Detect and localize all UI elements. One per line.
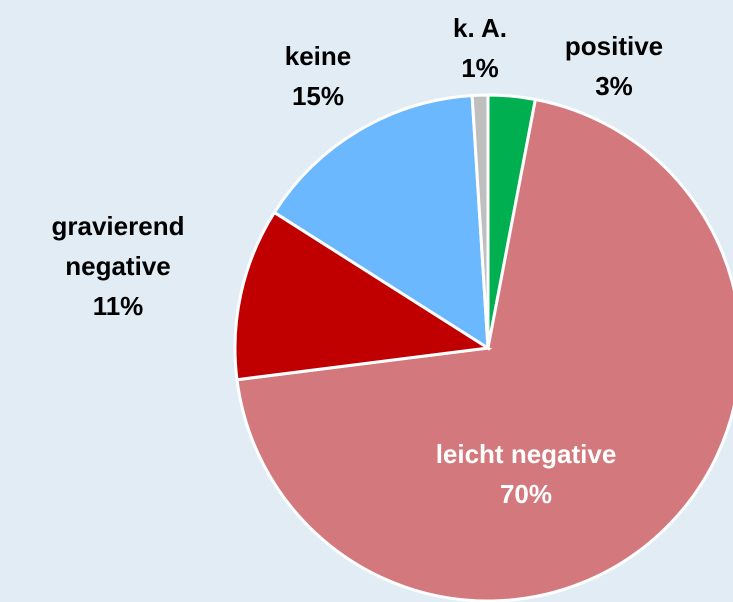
slice-name: positive [564,31,664,61]
slice-value: 15% [291,81,345,111]
slice-label: keine 15% [285,36,352,116]
pie-slice [272,93,490,351]
slice-value: 70% [499,479,553,509]
slice-name: gravierend negative [51,211,185,281]
pie-slice [233,210,493,382]
slice-label: leicht negative 70% [436,434,617,514]
pie-slice [470,93,490,349]
slice-name: k. A. [453,13,507,43]
slice-label: positive 3% [565,26,663,106]
slice-name: keine [284,41,352,71]
slice-label: gravierend negative 11% [28,206,208,326]
slice-value: 3% [595,71,633,101]
slice-label: k. A. 1% [453,8,507,88]
slice-name: leicht negative [435,439,617,469]
slice-value: 11% [92,291,144,321]
pie-slice [235,97,733,602]
slice-value: 1% [461,53,499,83]
